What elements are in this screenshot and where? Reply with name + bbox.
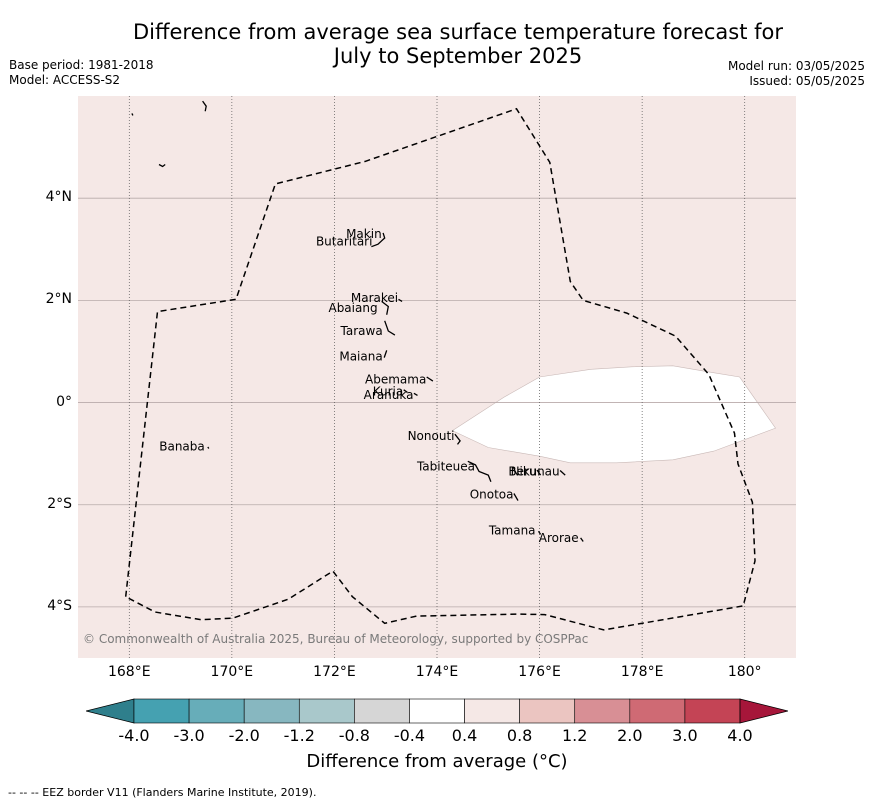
title-line-2: July to September 2025 bbox=[333, 44, 583, 68]
island-outline bbox=[381, 300, 390, 315]
colorbar-segment bbox=[629, 698, 686, 724]
colorbar-segment bbox=[519, 698, 576, 724]
place-label: Nonouti bbox=[408, 429, 455, 443]
place-label: Kuria bbox=[373, 384, 404, 398]
island-outline bbox=[131, 113, 134, 116]
place-label: Banaba bbox=[159, 439, 205, 453]
longitude-tick-label: 170°E bbox=[210, 664, 254, 680]
place-label: Beru bbox=[508, 465, 536, 479]
longitude-tick-label: 178°E bbox=[620, 664, 664, 680]
place-label: Tarawa bbox=[340, 324, 383, 338]
colorbar-tick-label: -0.8 bbox=[338, 726, 370, 745]
colorbar-label: Difference from average (°C) bbox=[306, 751, 568, 772]
colorbar-segment bbox=[464, 698, 520, 724]
longitude-tick-label: 168°E bbox=[107, 664, 151, 680]
island-outline bbox=[513, 493, 519, 501]
place-label: Maiana bbox=[339, 350, 382, 364]
colorbar-tick-label: 4.0 bbox=[727, 726, 753, 745]
colorbar bbox=[85, 698, 789, 728]
map-title: Difference from average sea surface temp… bbox=[58, 20, 858, 68]
colorbar-extend-high bbox=[739, 698, 789, 724]
island-outline bbox=[467, 460, 492, 482]
island-outline bbox=[202, 100, 207, 112]
island-outline bbox=[403, 389, 408, 393]
island-outline bbox=[398, 298, 403, 302]
island-outline bbox=[413, 392, 418, 396]
colorbar-tick-label: 0.4 bbox=[451, 726, 478, 745]
colorbar-segment bbox=[188, 698, 245, 724]
colorbar-segment bbox=[409, 698, 465, 724]
colorbar-svg bbox=[85, 698, 789, 724]
place-label: Makin bbox=[346, 227, 382, 241]
longitude-tick-label: 174°E bbox=[415, 664, 459, 680]
colorbar-tick-label: -2.0 bbox=[228, 726, 260, 745]
island-outline bbox=[426, 376, 434, 382]
island-outline bbox=[454, 433, 461, 445]
colorbar-segment bbox=[574, 698, 631, 724]
colorbar-segment bbox=[243, 698, 300, 724]
longitude-tick-label: 172°E bbox=[313, 664, 356, 680]
colorbar-tick-label: 1.2 bbox=[561, 726, 588, 745]
eez-border bbox=[124, 107, 756, 631]
island-outline bbox=[536, 469, 542, 476]
eez-footnote: -- -- -- EEZ border V11 (Flanders Marine… bbox=[8, 786, 317, 799]
island-outline bbox=[537, 530, 542, 535]
place-label: Arorae bbox=[539, 531, 579, 545]
model-name: Model: ACCESS-S2 bbox=[9, 73, 121, 87]
place-label: Tamana bbox=[488, 523, 536, 537]
place-label: Onotoa bbox=[470, 488, 514, 502]
latitude-tick-label: 2°S bbox=[47, 495, 72, 512]
model-run: Model run: 03/05/2025 bbox=[727, 59, 865, 73]
place-label: Tabiteuea bbox=[416, 459, 475, 473]
colorbar-tick-label: 0.8 bbox=[506, 726, 533, 745]
colorbar-extend-low bbox=[85, 698, 135, 724]
title-line-1: Difference from average sea surface temp… bbox=[133, 20, 783, 44]
island-outline bbox=[559, 470, 566, 476]
base-period: Base period: 1981-2018 bbox=[9, 58, 154, 72]
place-label: Marakei bbox=[351, 291, 398, 305]
colorbar-segment bbox=[354, 698, 410, 724]
latitude-tick-label: 2°N bbox=[45, 291, 72, 308]
island-outline bbox=[207, 446, 210, 449]
colorbar-tick-label: -4.0 bbox=[118, 726, 150, 745]
island-outline bbox=[371, 232, 386, 248]
island-outline bbox=[158, 163, 166, 168]
colorbar-segment bbox=[298, 698, 355, 724]
latitude-tick-label: 0° bbox=[56, 393, 72, 410]
meta-left: Base period: 1981-2018 Model: ACCESS-S2 bbox=[9, 58, 154, 88]
colorbar-tick-label: 2.0 bbox=[617, 726, 643, 745]
colorbar-tick-label: -3.0 bbox=[173, 726, 205, 745]
latitude-tick-label: 4°S bbox=[47, 597, 72, 614]
place-label: Nikunau bbox=[511, 465, 560, 479]
meta-right: Model run: 03/05/2025 Issued: 05/05/2025 bbox=[728, 59, 865, 89]
colorbar-tick-label: 3.0 bbox=[672, 726, 698, 745]
copyright-notice: © Commonwealth of Australia 2025, Bureau… bbox=[83, 632, 589, 646]
place-label: Abemama bbox=[365, 373, 426, 387]
place-label: Abaiang bbox=[328, 301, 377, 315]
longitude-tick-label: 180° bbox=[727, 664, 762, 680]
island-outline bbox=[383, 350, 388, 358]
map-panel: Makin Butaritari Marakei Abaiang Tarawa Maian… bbox=[78, 96, 796, 658]
colorbar-tick-label: -0.4 bbox=[393, 726, 426, 745]
latitude-tick-label: 4°N bbox=[45, 189, 72, 206]
place-label: Butaritari bbox=[316, 235, 373, 249]
colorbar-segment bbox=[684, 698, 741, 724]
colorbar-tick-label: -1.2 bbox=[283, 726, 315, 745]
island-outline bbox=[384, 320, 396, 336]
issued-date: Issued: 05/05/2025 bbox=[749, 74, 865, 88]
place-label: Aranuka bbox=[364, 388, 414, 402]
island-outline bbox=[580, 537, 584, 542]
colorbar-segment bbox=[133, 698, 190, 724]
longitude-tick-label: 176°E bbox=[518, 664, 561, 680]
